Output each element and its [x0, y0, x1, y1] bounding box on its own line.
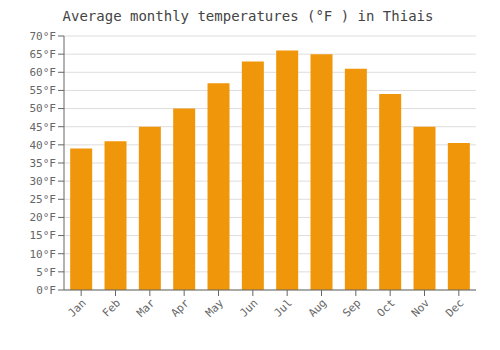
svg-text:Jul: Jul [272, 296, 295, 319]
svg-text:60°F: 60°F [30, 66, 57, 79]
svg-text:Oct: Oct [375, 296, 398, 319]
svg-text:Nov: Nov [409, 296, 433, 320]
svg-text:25°F: 25°F [30, 193, 57, 206]
svg-text:Sep: Sep [340, 296, 363, 319]
svg-text:Dec: Dec [443, 296, 466, 319]
svg-text:Feb: Feb [100, 296, 123, 319]
svg-text:20°F: 20°F [30, 211, 57, 224]
svg-text:70°F: 70°F [30, 30, 57, 43]
svg-text:May: May [203, 296, 227, 320]
svg-text:10°F: 10°F [30, 248, 57, 261]
svg-text:65°F: 65°F [30, 48, 57, 61]
svg-text:5°F: 5°F [36, 266, 56, 279]
svg-text:55°F: 55°F [30, 84, 57, 97]
svg-text:Aug: Aug [306, 296, 329, 319]
svg-text:50°F: 50°F [30, 102, 57, 115]
svg-text:Mar: Mar [134, 296, 158, 320]
svg-text:Apr: Apr [169, 296, 193, 320]
svg-text:40°F: 40°F [30, 139, 57, 152]
svg-text:Jun: Jun [237, 296, 260, 319]
html-text:Average monthly temperatures (: Average monthly temperatures (°F ) in Th… [62, 8, 434, 24]
svg-text:35°F: 35°F [30, 157, 57, 170]
svg-text:45°F: 45°F [30, 121, 57, 134]
svg-text:0°F: 0°F [36, 284, 56, 297]
svg-text:30°F: 30°F [30, 175, 57, 188]
svg-text:15°F: 15°F [30, 229, 57, 242]
svg-text:Jan: Jan [66, 296, 89, 319]
